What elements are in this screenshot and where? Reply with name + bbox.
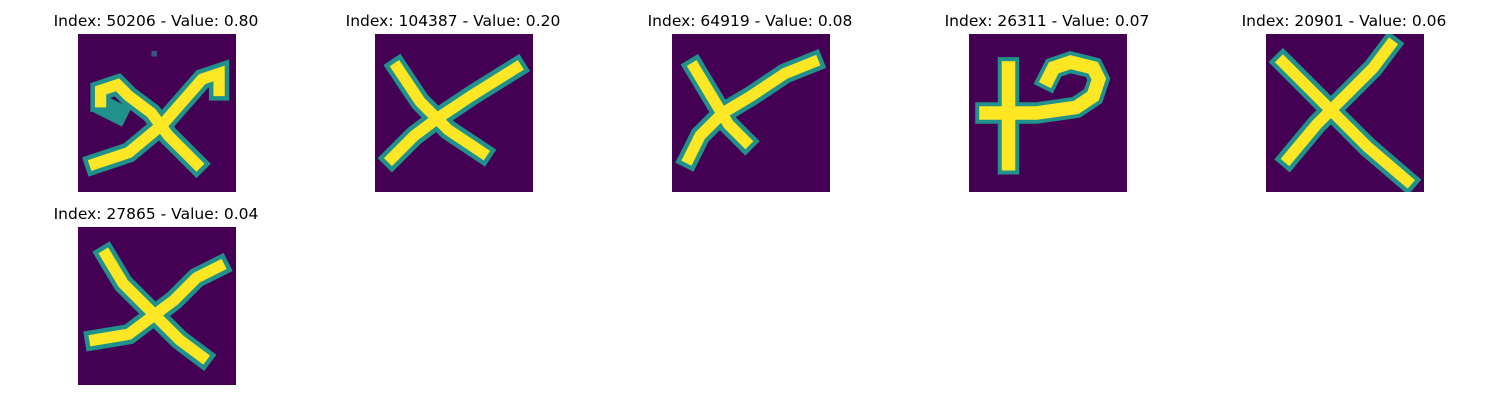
sample-panel: Index: 20901 - Value: 0.06 — [1214, 2, 1474, 192]
panel-title: Index: 20901 - Value: 0.06 — [1241, 12, 1447, 30]
sample-panel: Index: 27865 - Value: 0.04 — [26, 195, 286, 385]
digit-image — [1266, 34, 1424, 192]
sample-panel: Index: 26311 - Value: 0.07 — [917, 2, 1177, 192]
sample-panel: Index: 104387 - Value: 0.20 — [323, 2, 583, 192]
panel-title: Index: 50206 - Value: 0.80 — [53, 12, 259, 30]
panel-title: Index: 26311 - Value: 0.07 — [944, 12, 1150, 30]
digit-image — [78, 34, 236, 192]
digit-image — [969, 34, 1127, 192]
digit-image — [375, 34, 533, 192]
sample-panel: Index: 64919 - Value: 0.08 — [620, 2, 880, 192]
digit-image — [672, 34, 830, 192]
panel-title: Index: 104387 - Value: 0.20 — [345, 12, 561, 30]
panel-title: Index: 27865 - Value: 0.04 — [53, 205, 259, 223]
sample-panel: Index: 50206 - Value: 0.80 — [26, 2, 286, 192]
panel-title: Index: 64919 - Value: 0.08 — [647, 12, 853, 30]
digit-image — [78, 227, 236, 385]
